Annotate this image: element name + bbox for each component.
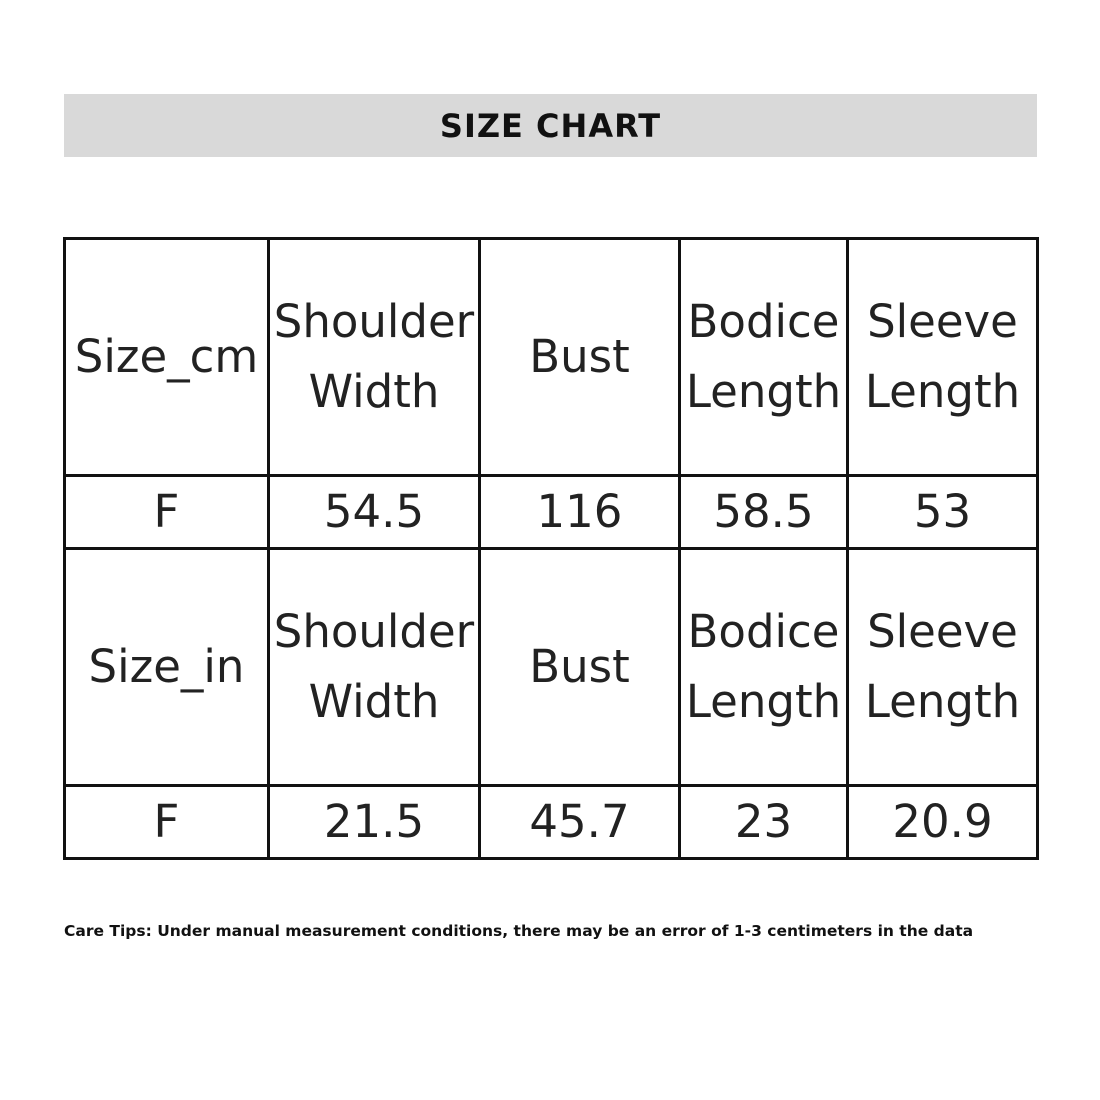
value-cell: 21.5	[267, 784, 481, 860]
header-cell: Sleeve Length	[846, 547, 1039, 787]
page-title: SIZE CHART	[439, 106, 662, 145]
care-tips: Care Tips: Under manual measurement cond…	[64, 922, 974, 940]
value-cell: F	[63, 784, 270, 860]
value-cell: 45.7	[478, 784, 681, 860]
value-cell: F	[63, 474, 270, 550]
value-cell: 23	[678, 784, 849, 860]
header-cell: Size_in	[63, 547, 270, 787]
header-cell: Bust	[478, 547, 681, 787]
header-cell: Shoulder Width	[267, 237, 481, 477]
header-row-in: Size_in Shoulder Width Bust Bodice Lengt…	[63, 547, 1039, 787]
value-cell: 58.5	[678, 474, 849, 550]
value-cell: 54.5	[267, 474, 481, 550]
value-cell: 53	[846, 474, 1039, 550]
header-cell: Size_cm	[63, 237, 270, 477]
table-row: F 21.5 45.7 23 20.9	[63, 784, 1039, 860]
header-cell: Sleeve Length	[846, 237, 1039, 477]
value-cell: 116	[478, 474, 681, 550]
table-row: F 54.5 116 58.5 53	[63, 474, 1039, 550]
header-cell: Bodice Length	[678, 237, 849, 477]
header-cell: Bodice Length	[678, 547, 849, 787]
size-table: Size_cm Shoulder Width Bust Bodice Lengt…	[63, 237, 1039, 860]
title-bar: SIZE CHART	[64, 94, 1037, 157]
value-cell: 20.9	[846, 784, 1039, 860]
header-cell: Shoulder Width	[267, 547, 481, 787]
header-cell: Bust	[478, 237, 681, 477]
header-row-cm: Size_cm Shoulder Width Bust Bodice Lengt…	[63, 237, 1039, 477]
